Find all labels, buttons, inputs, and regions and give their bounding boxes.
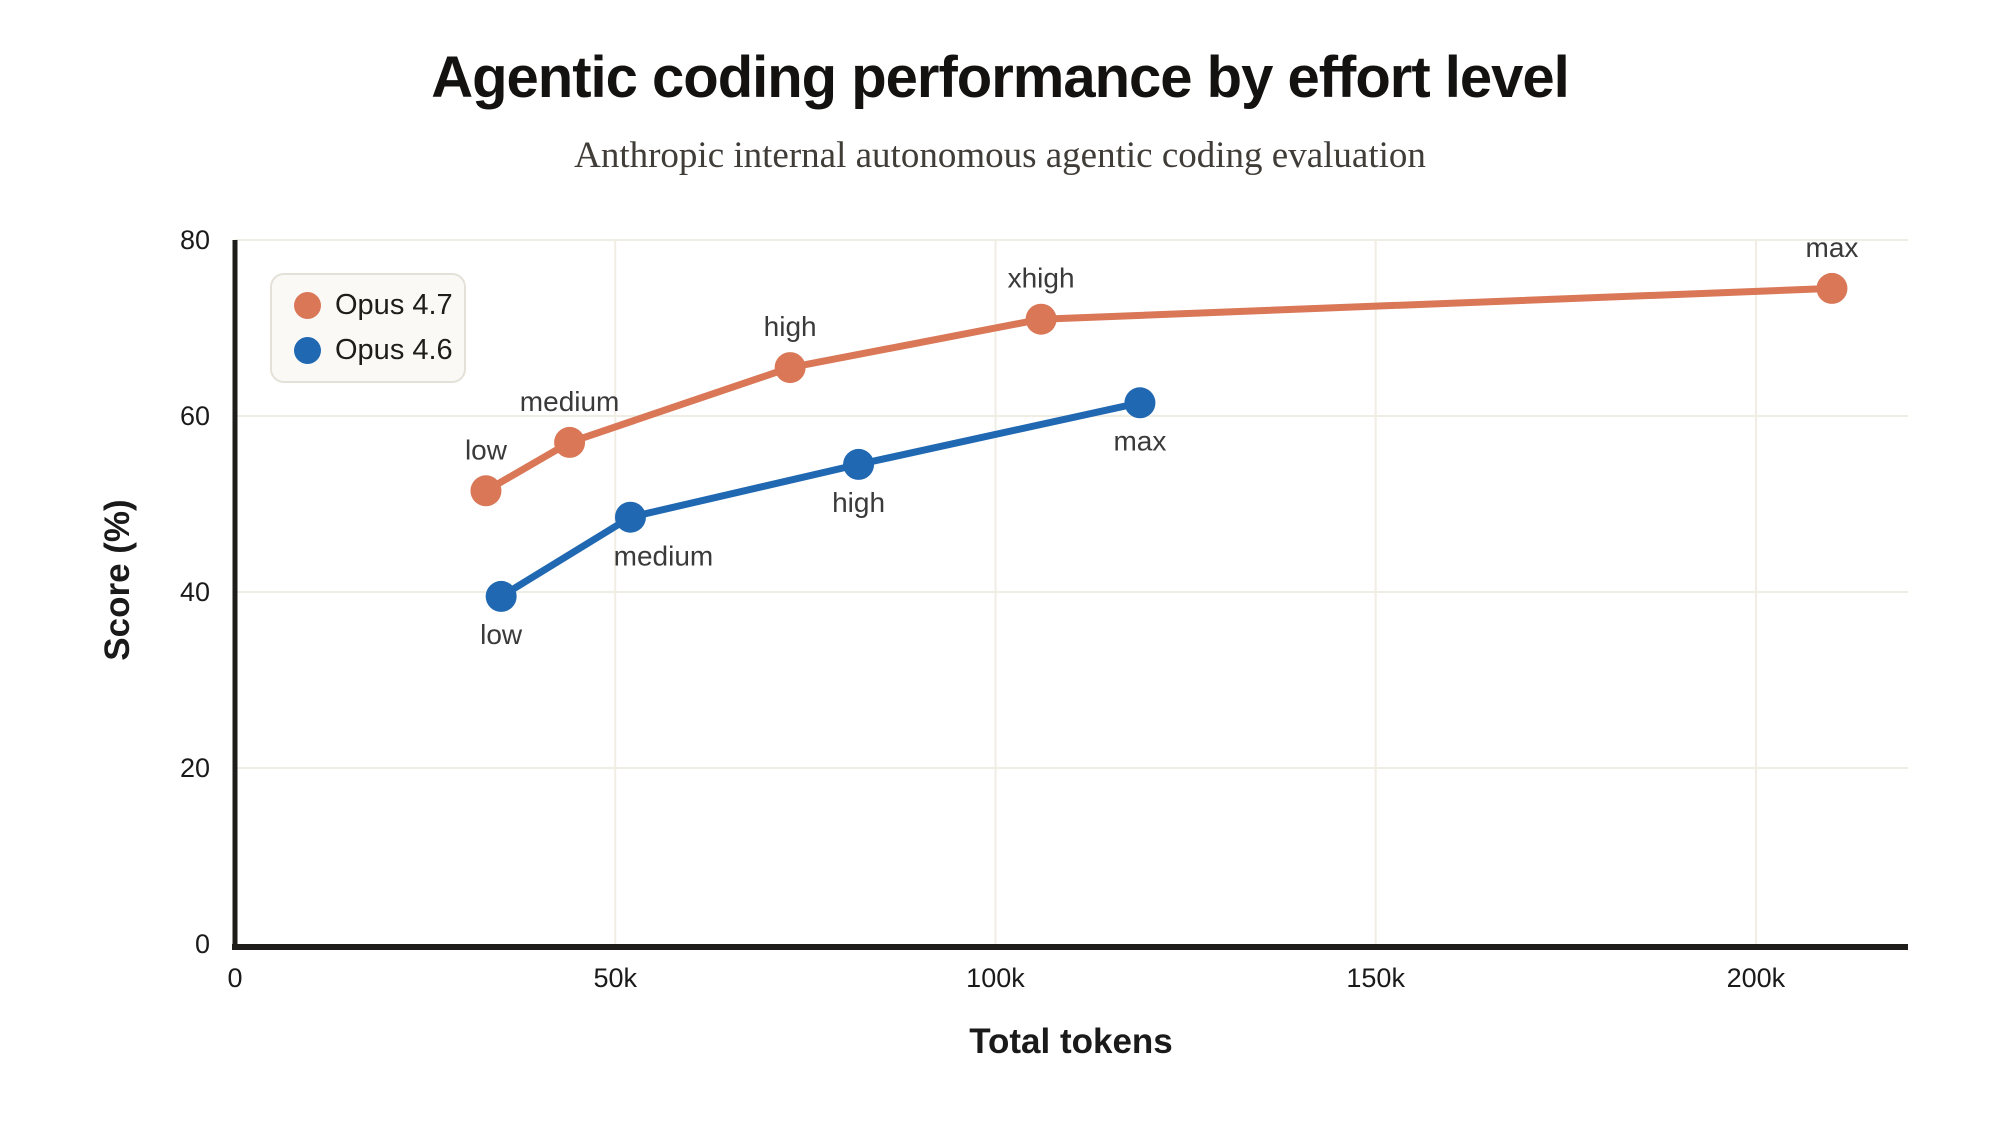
data-point-opus-4-7-low	[470, 475, 502, 507]
chart-title: Agentic coding performance by effort lev…	[431, 45, 1570, 110]
legend-item-opus-4-7: Opus 4.7	[294, 289, 464, 322]
data-point-opus-4-7-max	[1816, 272, 1848, 304]
legend-marker-opus-4-6	[294, 337, 321, 364]
data-point-opus-4-6-high	[843, 448, 875, 480]
y-tick-label-20: 20	[180, 753, 210, 783]
point-label-opus-4-6-medium: medium	[614, 541, 714, 572]
point-label-opus-4-7-max: max	[1806, 232, 1859, 263]
data-point-opus-4-6-max	[1124, 387, 1156, 419]
legend-label-opus-4-7: Opus 4.7	[335, 289, 453, 321]
legend: Opus 4.7 Opus 4.6	[270, 273, 466, 383]
legend-label-opus-4-6: Opus 4.6	[335, 334, 453, 366]
x-tick-label-200k: 200k	[1727, 963, 1786, 993]
point-label-opus-4-7-medium: medium	[520, 386, 620, 417]
x-axis-title: Total tokens	[969, 1022, 1173, 1061]
x-tick-label-150k: 150k	[1346, 963, 1405, 993]
x-tick-label-0: 0	[227, 963, 242, 993]
y-axis-title: Score (%)	[98, 499, 137, 661]
y-tick-label-0: 0	[195, 929, 210, 959]
y-tick-label-60: 60	[180, 401, 210, 431]
x-tick-label-50k: 50k	[593, 963, 637, 993]
legend-marker-opus-4-7	[294, 292, 321, 319]
point-label-opus-4-7-xhigh: xhigh	[1008, 263, 1075, 294]
point-label-opus-4-6-high: high	[832, 487, 885, 518]
legend-item-opus-4-6: Opus 4.6	[294, 334, 464, 367]
point-label-opus-4-7-high: high	[764, 311, 817, 342]
data-point-opus-4-6-medium	[614, 501, 646, 533]
y-tick-label-40: 40	[180, 577, 210, 607]
y-tick-label-80: 80	[180, 225, 210, 255]
series-line-opus-4-6	[497, 399, 1144, 600]
data-point-opus-4-7-xhigh	[1025, 303, 1057, 335]
data-point-opus-4-6-low	[485, 580, 517, 612]
chart-subtitle: Anthropic internal autonomous agentic co…	[574, 135, 1426, 176]
point-label-opus-4-6-low: low	[480, 619, 523, 650]
data-point-opus-4-7-medium	[554, 426, 586, 458]
series-line-opus-4-7	[482, 284, 1836, 495]
point-label-opus-4-6-max: max	[1113, 425, 1166, 456]
point-label-opus-4-7-low: low	[465, 434, 508, 465]
data-point-opus-4-7-high	[774, 352, 806, 384]
x-tick-label-100k: 100k	[966, 963, 1025, 993]
